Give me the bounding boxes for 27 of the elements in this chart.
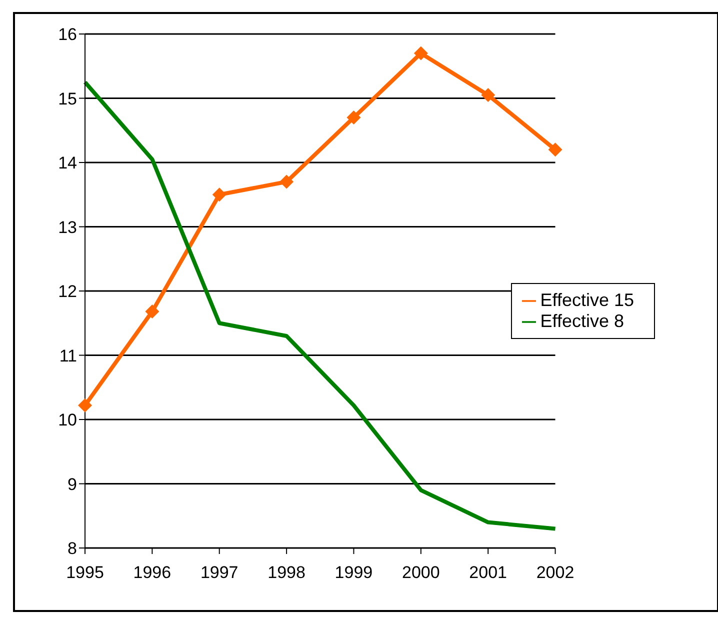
point	[212, 188, 226, 202]
legend-label: Effective 15	[540, 290, 634, 310]
x-tick-label: 1999	[334, 563, 373, 582]
y-tick-label: 13	[58, 218, 77, 237]
x-tick-label: 2000	[402, 563, 440, 582]
y-tick-label: 11	[59, 346, 77, 366]
point	[280, 174, 294, 189]
y-tick-label: 14	[58, 154, 77, 173]
x-tick-label: 2001	[469, 563, 507, 582]
x-tick-label: 1998	[268, 563, 306, 582]
y-tick-label: 12	[58, 282, 77, 302]
x-tick-label: 1997	[200, 563, 238, 582]
y-tick-label: 16	[58, 25, 77, 44]
point	[145, 304, 160, 319]
x-tick-label: 2002	[536, 563, 574, 582]
y-tick-label: 15	[58, 89, 77, 108]
point	[346, 110, 361, 125]
x-tick-label: 1996	[133, 563, 172, 582]
y-tick-label: 9	[68, 474, 77, 494]
legend-label: Effective 8	[540, 311, 624, 331]
y-tick-label: 8	[68, 539, 77, 558]
point	[414, 46, 428, 60]
y-tick-label: 10	[58, 410, 77, 430]
x-tick-label: 1995	[66, 563, 104, 582]
point	[481, 88, 496, 102]
point	[78, 398, 92, 412]
point	[548, 142, 562, 157]
